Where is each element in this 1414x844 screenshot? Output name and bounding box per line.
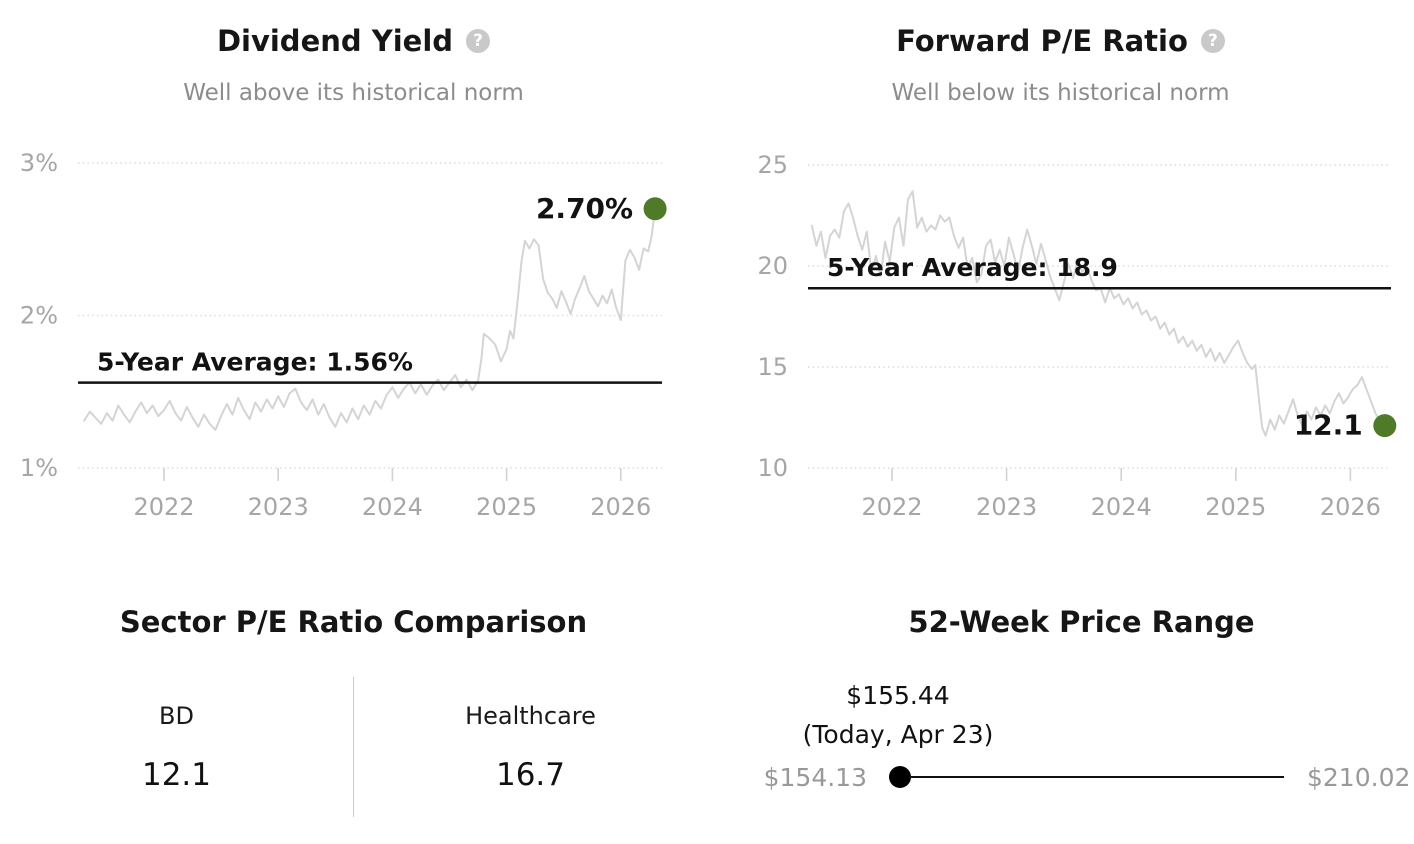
range-low-label: $154.13 xyxy=(763,763,867,792)
x-axis-label: 2024 xyxy=(362,493,423,521)
x-axis-label: 2025 xyxy=(476,493,537,521)
dividend-yield-subtitle: Well above its historical norm xyxy=(183,80,524,106)
series-line xyxy=(810,190,1386,437)
dividend-yield-header: Dividend Yield ? xyxy=(0,24,707,58)
help-icon[interactable]: ? xyxy=(466,29,491,53)
forward-pe-title: Forward P/E Ratio xyxy=(896,24,1188,58)
current-value-marker xyxy=(1373,414,1397,438)
current-value-label: 12.1 xyxy=(1294,409,1363,442)
sector-pe-comparison-title: Sector P/E Ratio Comparison xyxy=(119,605,588,639)
sector-pe-value: 16.7 xyxy=(495,756,566,793)
current-value-marker xyxy=(643,197,667,221)
y-axis-label: 20 xyxy=(757,252,788,280)
price-range-title: 52-Week Price Range xyxy=(908,605,1255,639)
y-axis-label: 2% xyxy=(20,302,58,330)
company-pe-value: 12.1 xyxy=(141,756,212,793)
x-axis-label: 2023 xyxy=(976,493,1037,521)
forward-pe-subtitle: Well below its historical norm xyxy=(891,80,1230,106)
today-price: $155.44 xyxy=(846,681,950,710)
today-price-callout: $155.44 (Today, Apr 23) xyxy=(803,676,994,754)
x-axis-label: 2026 xyxy=(590,493,651,521)
dividend-yield-chart: 3% 2% 1% 2022 2023 2024 2025 2026 5-Year Average… xyxy=(20,149,667,521)
x-axis-label: 2026 xyxy=(1320,493,1381,521)
average-label: 5-Year Average: 1.56% xyxy=(97,348,413,377)
y-axis-label: 25 xyxy=(757,151,788,179)
x-axis-label: 2023 xyxy=(248,493,309,521)
company-ticker-label: BD xyxy=(159,701,194,730)
sector-name-label: Healthcare xyxy=(465,701,596,730)
sector-pe-comparison-panel: Sector P/E Ratio Comparison BD 12.1 Heal… xyxy=(0,560,707,844)
average-label: 5-Year Average: 18.9 xyxy=(827,253,1118,282)
range-high-label: $210.02 xyxy=(1307,763,1411,792)
sector-pe-cell: Healthcare 16.7 xyxy=(354,677,707,817)
forward-pe-panel: Forward P/E Ratio ? Well below its histo… xyxy=(707,0,1414,560)
current-price-marker xyxy=(889,766,911,788)
today-date-note: (Today, Apr 23) xyxy=(802,720,994,749)
x-axis-label: 2022 xyxy=(133,493,194,521)
dividend-yield-title: Dividend Yield xyxy=(216,24,454,58)
y-axis-label: 1% xyxy=(20,454,58,482)
forward-pe-chart: 25 20 15 10 2022 2023 2024 2025 2026 5-Year Avera… xyxy=(757,151,1397,521)
price-range-panel: 52-Week Price Range $155.44 (Today, Apr … xyxy=(707,560,1414,844)
dividend-yield-panel: Dividend Yield ? Well above its historic… xyxy=(0,0,707,560)
current-value-label: 2.70% xyxy=(536,192,633,225)
y-axis-label: 15 xyxy=(757,353,788,381)
range-track xyxy=(909,776,1284,778)
forward-pe-header: Forward P/E Ratio ? xyxy=(707,24,1414,58)
y-axis-label: 10 xyxy=(757,454,788,482)
x-axis-label: 2022 xyxy=(861,493,922,521)
sector-pe-comparison-table: BD 12.1 Healthcare 16.7 xyxy=(0,677,707,817)
company-pe-cell: BD 12.1 xyxy=(0,677,354,817)
price-range-slider: $154.13 $210.02 xyxy=(707,760,1414,794)
x-axis-label: 2024 xyxy=(1091,493,1152,521)
y-axis-label: 3% xyxy=(20,149,58,177)
x-axis-label: 2025 xyxy=(1205,493,1266,521)
help-icon[interactable]: ? xyxy=(1200,29,1225,53)
series-line xyxy=(83,207,657,431)
